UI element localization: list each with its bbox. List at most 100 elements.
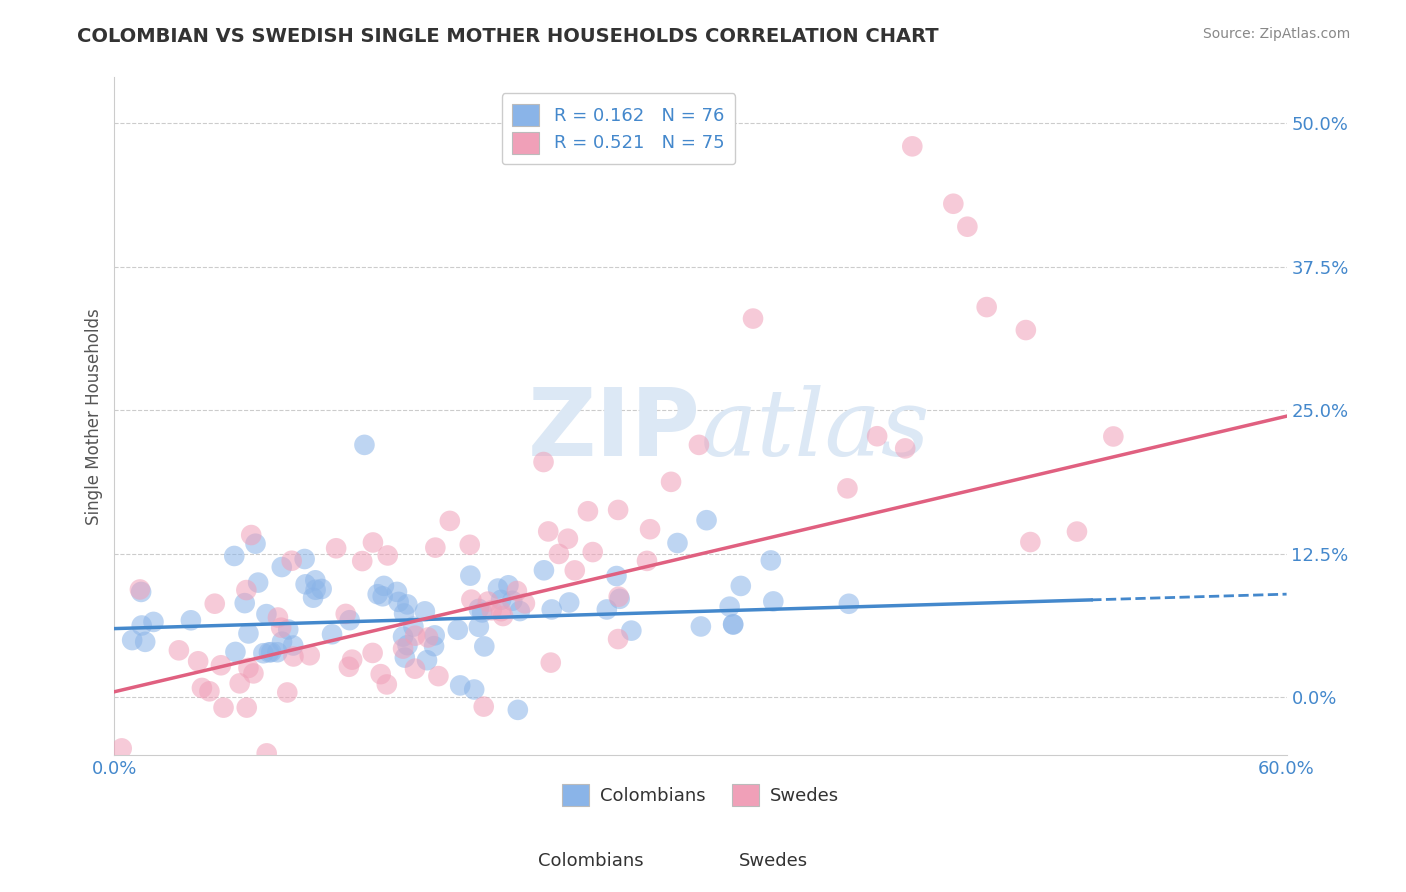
Point xyxy=(270,621,292,635)
Point xyxy=(1015,323,1038,337)
Point xyxy=(548,547,571,561)
Point xyxy=(956,219,979,234)
Point xyxy=(620,624,643,638)
Point xyxy=(311,582,333,596)
Point xyxy=(481,603,503,617)
Point xyxy=(659,475,682,489)
Point xyxy=(142,615,165,629)
Point xyxy=(340,653,363,667)
Point xyxy=(302,591,325,605)
Point xyxy=(688,438,710,452)
Point xyxy=(460,568,482,582)
Point xyxy=(506,584,529,599)
Point xyxy=(254,607,277,621)
Point xyxy=(402,619,425,633)
Point xyxy=(607,503,630,517)
Point xyxy=(256,747,278,761)
Point xyxy=(352,554,374,568)
Point xyxy=(607,632,630,646)
Point xyxy=(270,560,292,574)
Point xyxy=(224,549,246,563)
Point xyxy=(837,481,859,495)
Point xyxy=(370,667,392,681)
Point xyxy=(394,650,416,665)
Point xyxy=(167,643,190,657)
Point xyxy=(353,438,375,452)
Point xyxy=(468,620,491,634)
Point xyxy=(283,649,305,664)
Point xyxy=(564,563,586,577)
Point xyxy=(942,196,965,211)
Point xyxy=(361,646,384,660)
Point xyxy=(477,594,499,608)
Point xyxy=(838,597,860,611)
Point xyxy=(425,541,447,555)
Point xyxy=(447,623,470,637)
Y-axis label: Single Mother Households: Single Mother Households xyxy=(86,308,103,524)
Point xyxy=(233,596,256,610)
Point xyxy=(267,610,290,624)
Point xyxy=(238,626,260,640)
Point xyxy=(392,607,415,621)
Point xyxy=(558,595,581,609)
Point xyxy=(129,582,152,597)
Point xyxy=(460,592,482,607)
Point xyxy=(191,681,214,695)
Point xyxy=(449,678,471,692)
Text: Colombians: Colombians xyxy=(537,852,644,870)
Point xyxy=(235,700,257,714)
Point xyxy=(240,528,263,542)
Point xyxy=(131,618,153,632)
Point xyxy=(304,574,326,588)
Point xyxy=(413,604,436,618)
Legend: Colombians, Swedes: Colombians, Swedes xyxy=(554,777,846,814)
Point xyxy=(439,514,461,528)
Point xyxy=(901,139,924,153)
Point xyxy=(721,617,744,632)
Point xyxy=(540,656,562,670)
Point xyxy=(513,596,536,610)
Point xyxy=(266,645,288,659)
Point xyxy=(294,577,316,591)
Point xyxy=(540,602,562,616)
Point xyxy=(492,609,515,624)
Point xyxy=(501,594,523,608)
Point xyxy=(180,613,202,627)
Point xyxy=(247,575,270,590)
Point xyxy=(228,676,250,690)
Point xyxy=(537,524,560,539)
Point xyxy=(335,607,357,621)
Point xyxy=(696,513,718,527)
Text: atlas: atlas xyxy=(700,384,929,475)
Point xyxy=(212,700,235,714)
Point xyxy=(636,554,658,568)
Point xyxy=(1066,524,1088,539)
Point xyxy=(321,627,343,641)
Point xyxy=(416,631,439,645)
Point xyxy=(666,536,689,550)
Point xyxy=(689,619,711,633)
Point xyxy=(404,629,426,643)
Point xyxy=(260,645,283,659)
Point xyxy=(1019,535,1042,549)
Point xyxy=(209,658,232,673)
Point xyxy=(866,429,889,443)
Point xyxy=(471,606,494,620)
Point xyxy=(373,579,395,593)
Text: Source: ZipAtlas.com: Source: ZipAtlas.com xyxy=(1202,27,1350,41)
Point xyxy=(252,646,274,660)
Point xyxy=(423,628,446,642)
Point xyxy=(294,552,316,566)
Point xyxy=(396,598,419,612)
Point xyxy=(458,538,481,552)
Point xyxy=(367,587,389,601)
Point xyxy=(242,666,264,681)
Point xyxy=(337,660,360,674)
Point xyxy=(134,635,156,649)
Point xyxy=(245,537,267,551)
Point xyxy=(506,703,529,717)
Text: COLOMBIAN VS SWEDISH SINGLE MOTHER HOUSEHOLDS CORRELATION CHART: COLOMBIAN VS SWEDISH SINGLE MOTHER HOUSE… xyxy=(77,27,939,45)
Point xyxy=(280,554,302,568)
Point xyxy=(235,583,257,598)
Point xyxy=(463,682,485,697)
